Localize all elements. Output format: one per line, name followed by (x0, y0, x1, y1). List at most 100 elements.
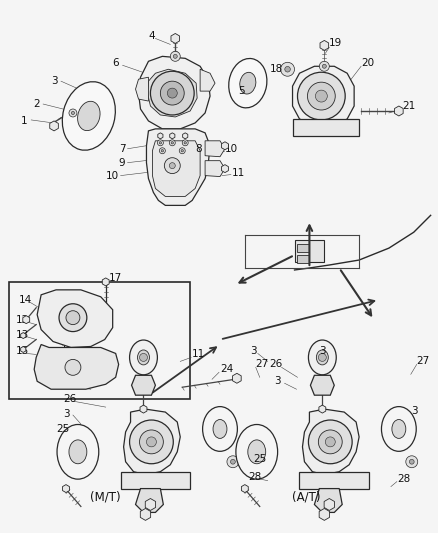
Circle shape (318, 430, 342, 454)
Circle shape (325, 437, 335, 447)
Text: 22: 22 (63, 365, 76, 374)
Polygon shape (21, 346, 26, 352)
Bar (297, 255, 309, 263)
Polygon shape (131, 375, 155, 395)
Ellipse shape (236, 424, 278, 479)
Ellipse shape (130, 340, 157, 375)
Text: 3: 3 (63, 409, 70, 419)
Circle shape (307, 82, 335, 110)
Bar (297, 244, 309, 252)
Text: 13: 13 (16, 329, 29, 340)
Polygon shape (205, 160, 225, 176)
Polygon shape (205, 141, 225, 157)
Ellipse shape (203, 407, 237, 451)
Circle shape (281, 62, 294, 76)
Circle shape (150, 71, 194, 115)
Text: 1: 1 (21, 116, 28, 126)
Circle shape (164, 158, 180, 174)
Polygon shape (140, 405, 147, 413)
Circle shape (170, 163, 175, 168)
Ellipse shape (62, 82, 115, 150)
Circle shape (170, 140, 175, 146)
Polygon shape (222, 165, 228, 173)
Polygon shape (23, 316, 30, 324)
Polygon shape (37, 290, 113, 348)
Circle shape (227, 456, 239, 468)
Circle shape (59, 304, 87, 332)
Text: 7: 7 (119, 144, 125, 154)
Circle shape (71, 111, 74, 115)
Circle shape (319, 61, 329, 71)
Ellipse shape (392, 419, 406, 439)
Text: 8: 8 (195, 144, 202, 154)
Text: 28: 28 (397, 474, 410, 483)
Circle shape (140, 430, 163, 454)
Text: 5: 5 (238, 86, 244, 96)
Polygon shape (222, 142, 228, 150)
Text: 10: 10 (106, 171, 119, 181)
Polygon shape (170, 133, 175, 139)
Text: 16: 16 (41, 362, 54, 373)
Text: 12: 12 (16, 314, 29, 325)
Circle shape (161, 150, 163, 152)
Polygon shape (319, 508, 329, 520)
Text: 24: 24 (220, 365, 233, 374)
Text: 26: 26 (270, 359, 283, 369)
Circle shape (170, 51, 180, 61)
Circle shape (173, 54, 177, 58)
Polygon shape (293, 66, 354, 126)
Text: 20: 20 (361, 58, 374, 68)
Polygon shape (135, 77, 148, 101)
Ellipse shape (57, 424, 99, 479)
Text: 17: 17 (109, 273, 122, 283)
Polygon shape (34, 344, 119, 389)
Ellipse shape (69, 440, 87, 464)
Circle shape (179, 148, 185, 154)
Text: 11: 11 (192, 350, 205, 359)
Text: 3: 3 (411, 406, 417, 416)
Ellipse shape (78, 101, 100, 131)
Text: 3: 3 (275, 376, 281, 386)
Text: (M/T): (M/T) (90, 490, 121, 503)
Text: 10: 10 (225, 144, 238, 154)
Polygon shape (395, 106, 403, 116)
Circle shape (130, 420, 173, 464)
Circle shape (159, 142, 162, 144)
Text: 26: 26 (63, 394, 76, 404)
Bar (294, 240, 324, 262)
Circle shape (182, 140, 188, 146)
Polygon shape (300, 472, 369, 489)
Circle shape (146, 437, 156, 447)
Polygon shape (314, 489, 342, 512)
Ellipse shape (138, 350, 149, 365)
Ellipse shape (381, 407, 416, 451)
Text: 6: 6 (113, 58, 119, 68)
Polygon shape (311, 375, 334, 395)
Text: 14: 14 (19, 295, 32, 305)
Circle shape (66, 311, 80, 325)
Text: 27: 27 (417, 357, 430, 366)
Circle shape (315, 90, 327, 102)
Polygon shape (120, 472, 190, 489)
Polygon shape (146, 129, 210, 205)
Text: 4: 4 (148, 31, 155, 42)
Circle shape (140, 353, 148, 361)
Text: 27: 27 (255, 359, 268, 369)
Circle shape (322, 64, 326, 68)
Text: 18: 18 (270, 64, 283, 74)
Polygon shape (158, 133, 163, 139)
Polygon shape (324, 498, 335, 511)
Polygon shape (171, 34, 180, 43)
Text: 25: 25 (253, 454, 266, 464)
Polygon shape (293, 119, 359, 136)
Circle shape (171, 142, 173, 144)
Ellipse shape (316, 350, 328, 365)
Polygon shape (138, 56, 210, 129)
Circle shape (308, 420, 352, 464)
Circle shape (69, 109, 77, 117)
Circle shape (406, 456, 418, 468)
Text: 2: 2 (33, 99, 40, 109)
Polygon shape (145, 498, 155, 511)
Bar (9, 282, 190, 399)
Text: 25: 25 (56, 424, 69, 434)
